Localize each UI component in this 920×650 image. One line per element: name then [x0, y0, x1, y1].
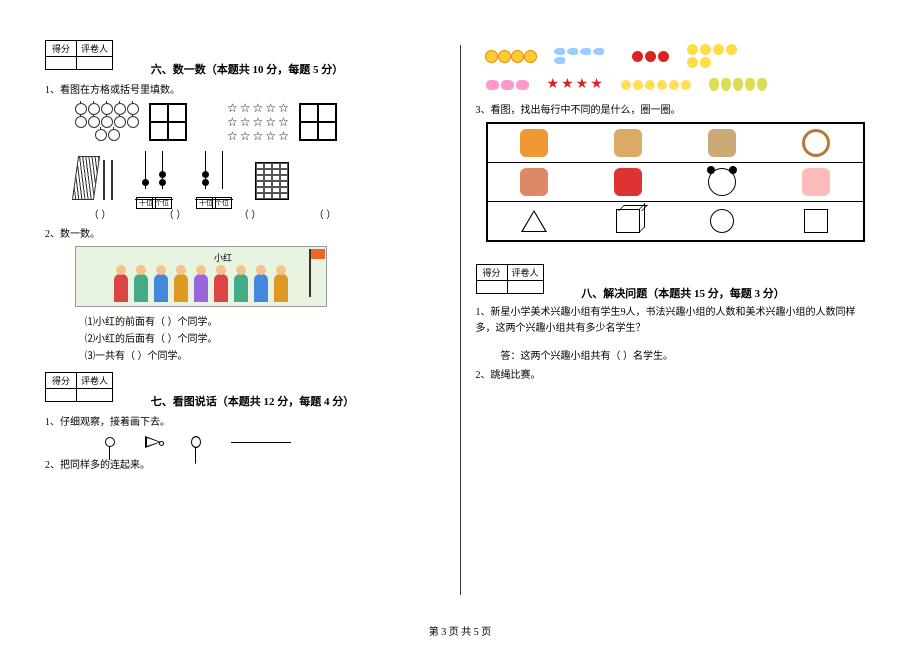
- suns-icon: [486, 51, 536, 62]
- lollipop-icon: [105, 437, 115, 447]
- q7-3: 3、看图，找出每行中不同的是什么，圈一圈。: [476, 101, 876, 116]
- abacus-icon: 十位 个位: [135, 151, 173, 200]
- circle-icon[interactable]: [710, 209, 734, 233]
- q8-1-answer[interactable]: 答：这两个兴趣小组共有（ ）名学生。: [501, 347, 876, 362]
- score-box: 得分评卷人: [476, 264, 544, 294]
- answer-blank[interactable]: [231, 442, 291, 443]
- smileys-icon: [687, 44, 747, 68]
- q7-1-shapes: [105, 436, 445, 448]
- icon-row-1: [486, 44, 876, 68]
- pigs-icon: [486, 80, 529, 90]
- giraffe-icon[interactable]: [614, 129, 642, 157]
- table-row: [488, 202, 864, 240]
- section-8-title: 八、解决问题（本题共 15 分，每题 3 分）: [581, 285, 785, 301]
- score-box: 得分 评卷人: [45, 40, 113, 70]
- score-label: 得分: [46, 41, 77, 57]
- icon-row-2: ★★★★: [486, 78, 876, 91]
- answer-grid-icon[interactable]: [299, 103, 337, 141]
- stars-icon: ★★★★: [547, 79, 603, 91]
- lion-icon[interactable]: [520, 129, 548, 157]
- flag-icon: [309, 249, 311, 297]
- q6-1-figure-row-1: ☆☆☆☆☆ ☆☆☆☆☆ ☆☆☆☆☆: [75, 102, 445, 142]
- panda-icon[interactable]: [708, 168, 736, 196]
- apples-icon: [75, 103, 139, 141]
- grid-chart-icon: [255, 162, 289, 200]
- kids-queue-icon: 小红: [75, 246, 327, 307]
- chicks-icon: [621, 80, 691, 90]
- camel-icon[interactable]: [708, 129, 736, 157]
- apples-icon: [632, 51, 669, 62]
- q8-2: 2、跳绳比赛。: [476, 366, 876, 381]
- fish-icon: [554, 48, 614, 64]
- q6-2: 2、数一数。: [45, 225, 445, 240]
- sticks-icon: [75, 156, 113, 200]
- section-6-title: 六、数一数（本题共 10 分，每题 5 分）: [151, 61, 344, 77]
- table-row: [488, 163, 864, 202]
- answer-grid-icon[interactable]: [149, 103, 187, 141]
- triangle-flag-icon: [145, 436, 161, 448]
- lollipop-icon: [191, 436, 201, 448]
- q6-1-figure-row-2: 十位 个位 十位 个位: [75, 148, 445, 200]
- square-icon[interactable]: [804, 209, 828, 233]
- stars-icon: ☆☆☆☆☆ ☆☆☆☆☆ ☆☆☆☆☆: [227, 102, 289, 142]
- man-icon[interactable]: [520, 168, 548, 196]
- left-column: 得分 评卷人 六、数一数（本题共 10 分，每题 5 分） 1、看图在方格或括号…: [30, 40, 460, 600]
- page: 得分 评卷人 六、数一数（本题共 10 分，每题 5 分） 1、看图在方格或括号…: [0, 0, 920, 610]
- pears-icon: [709, 78, 767, 91]
- abacus-icon: 十位 个位: [195, 151, 233, 200]
- odd-one-out-table: [486, 122, 866, 242]
- right-column: ★★★★ 3、看图，找出每行中不同的是什么，圈一圈。: [461, 40, 891, 600]
- page-footer: 第 3 页 共 5 页: [0, 623, 920, 638]
- q8-1: 1、新星小学美术兴趣小组有学生9人，书法兴趣小组的人数和美术兴趣小组的人数同样多…: [476, 305, 876, 337]
- ring-icon[interactable]: [802, 129, 830, 157]
- q7-2: 2、把同样多的连起来。: [45, 456, 445, 471]
- cube-icon[interactable]: [616, 209, 640, 233]
- q6-2-sub1: ⑴小红的前面有（ ）个同学。: [85, 313, 445, 328]
- q6-2-sub2: ⑵小红的后面有（ ）个同学。: [85, 330, 445, 345]
- q6-2-sub3: ⑶一共有（ ）个同学。: [85, 347, 445, 362]
- paren-row: （ ） （ ） （ ） （ ）: [75, 206, 445, 221]
- triangle-icon[interactable]: [521, 210, 547, 232]
- section-7-title: 七、看图说话（本题共 12 分，每题 4 分）: [151, 393, 355, 409]
- grader-label: 评卷人: [77, 41, 113, 57]
- boy-icon[interactable]: [614, 168, 642, 196]
- score-box: 得分评卷人: [45, 372, 113, 402]
- nurse-icon[interactable]: [802, 168, 830, 196]
- q6-1: 1、看图在方格或括号里填数。: [45, 81, 445, 96]
- q7-1: 1、仔细观察，接着画下去。: [45, 413, 445, 428]
- table-row: [488, 124, 864, 163]
